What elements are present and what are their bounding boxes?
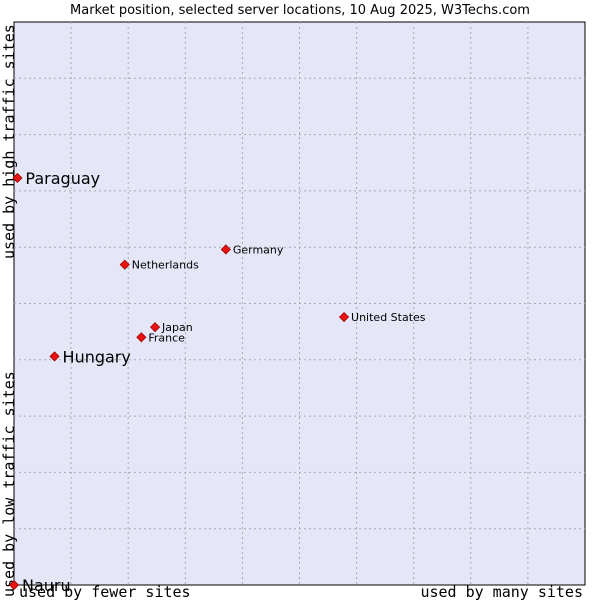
data-point-netherlands[interactable]: Netherlands [119,259,199,272]
chart-title: Market position, selected server locatio… [70,3,530,18]
data-points: Paraguay Hungary Nauru Germany Netherlands Un… [8,169,426,595]
point-marker[interactable] [49,351,60,362]
grid-lines [14,22,585,585]
point-label: Paraguay [25,169,100,188]
point-marker[interactable] [12,172,23,184]
data-point-united-states[interactable]: United States [338,311,426,324]
point-marker[interactable] [136,332,147,343]
data-point-paraguay[interactable]: Paraguay [12,169,100,188]
point-marker[interactable] [119,259,130,270]
point-marker[interactable] [149,322,161,333]
point-marker[interactable] [338,311,350,323]
point-label: France [148,331,185,344]
data-point-france[interactable]: France [136,331,185,344]
data-point-hungary[interactable]: Hungary [49,347,131,366]
point-marker[interactable] [220,244,231,255]
point-label: Japan [161,321,193,334]
y-axis-label-bottom: used by low traffic sites [0,371,18,597]
point-label: Hungary [63,347,131,366]
point-marker[interactable] [8,579,20,591]
y-axis-label-top: used by high traffic sites [0,24,18,259]
point-label: Germany [233,243,284,256]
point-label: Netherlands [132,259,199,272]
point-label: United States [351,311,426,324]
data-point-nauru[interactable]: Nauru [8,576,71,595]
data-point-japan[interactable]: Japan [149,321,193,334]
x-axis-label-left: used by fewer sites [19,583,191,600]
x-axis-label-right: used by many sites [420,583,583,600]
point-label: Nauru [22,576,71,595]
data-point-germany[interactable]: Germany [220,243,284,256]
